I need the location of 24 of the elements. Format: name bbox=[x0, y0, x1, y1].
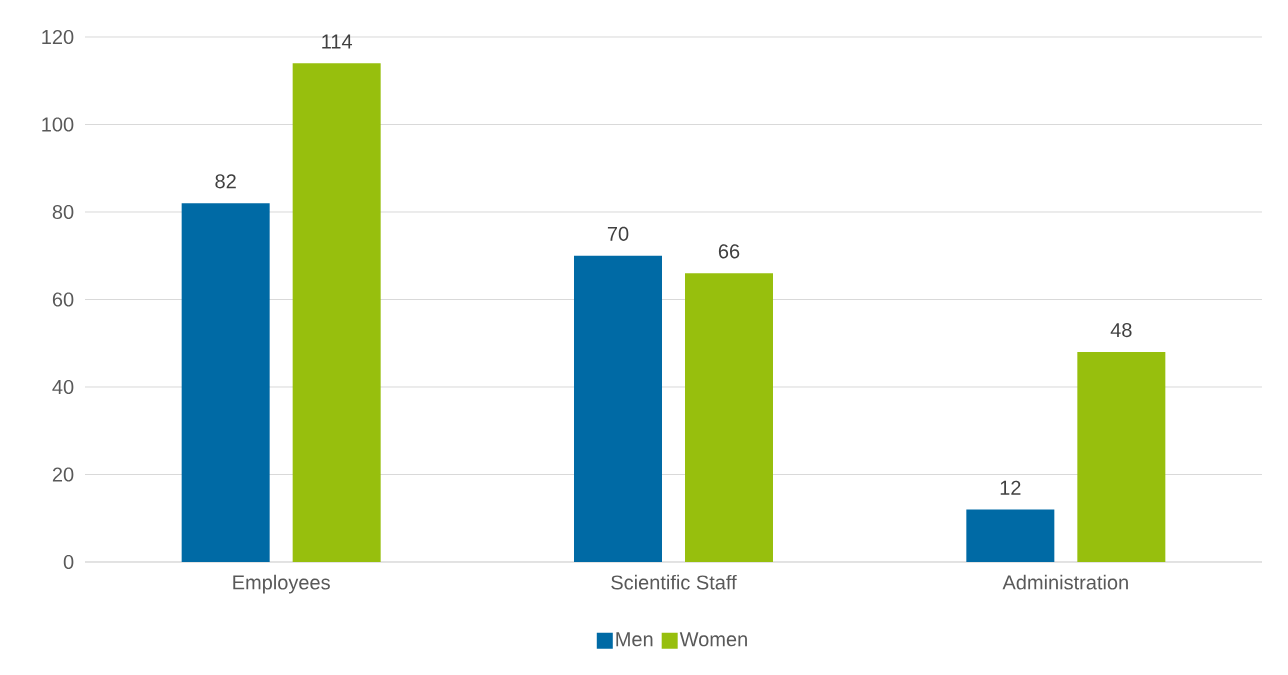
y-tick-label: 100 bbox=[42, 117, 74, 132]
bar bbox=[574, 255, 662, 562]
x-tick-label: Scientific Staff bbox=[611, 574, 737, 590]
bar bbox=[685, 273, 773, 562]
bar bbox=[966, 509, 1055, 562]
data-label: 12 bbox=[1000, 480, 1021, 495]
y-tick-label: 40 bbox=[52, 379, 74, 395]
y-tick-label: 60 bbox=[52, 292, 74, 307]
y-tick-label: 120 bbox=[42, 29, 74, 45]
y-tick-label: 20 bbox=[52, 467, 74, 482]
data-label: 66 bbox=[718, 244, 740, 259]
y-tick-label: 0 bbox=[63, 554, 74, 570]
bar bbox=[1077, 352, 1166, 562]
data-label: 48 bbox=[1110, 322, 1132, 338]
x-tick-label: Employees bbox=[233, 574, 330, 594]
legend-label: Women bbox=[679, 632, 747, 647]
data-label: 82 bbox=[215, 174, 236, 189]
data-label: 70 bbox=[607, 226, 629, 241]
data-label: 114 bbox=[322, 34, 353, 49]
bar bbox=[292, 63, 381, 562]
x-tick-label: Administration bbox=[1002, 574, 1128, 590]
legend-label: Men bbox=[616, 632, 653, 647]
y-tick-label: 80 bbox=[52, 204, 74, 220]
bar bbox=[181, 203, 270, 562]
